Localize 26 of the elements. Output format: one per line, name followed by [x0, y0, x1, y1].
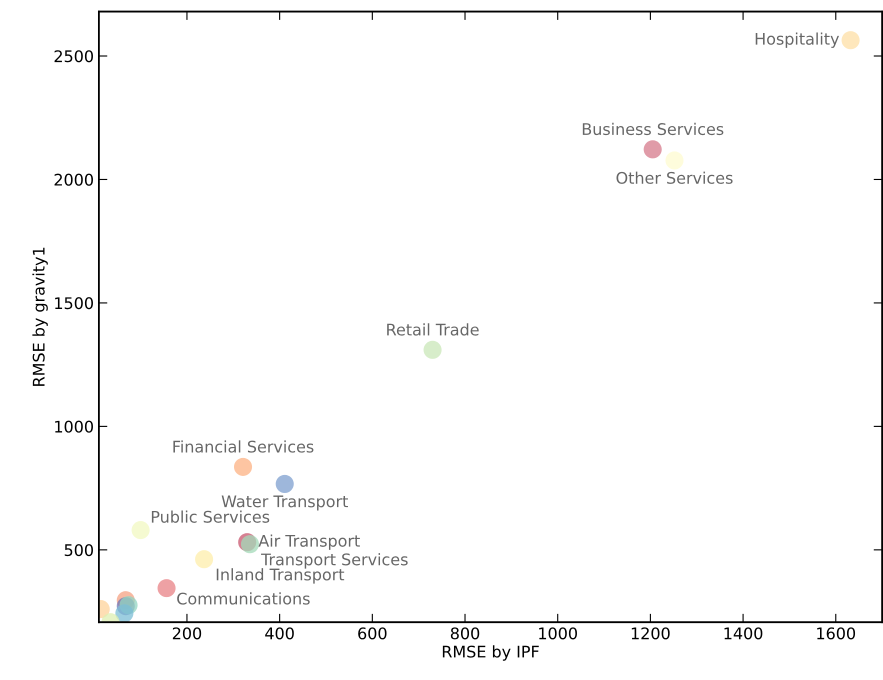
- x-tick-label: 1000: [539, 627, 577, 640]
- annotation: Water Transport: [222, 496, 348, 510]
- x-tick-label: 600: [358, 627, 387, 640]
- x-axis-title: RMSE by IPF: [442, 645, 539, 661]
- x-tick-label: 400: [265, 627, 294, 640]
- annotation: Financial Services: [173, 440, 314, 453]
- x-tick-label: 1400: [724, 627, 762, 640]
- x-tick-label: 200: [172, 627, 202, 640]
- annotation: Retail Trade: [387, 323, 479, 336]
- x-tick-label: 1200: [632, 627, 670, 640]
- annotation: Inland Transport: [216, 568, 344, 584]
- y-tick-label: 500: [64, 544, 93, 556]
- annotation: Business Services: [582, 122, 724, 136]
- annotation: Transport Services: [261, 553, 408, 569]
- y-tick-label: 1500: [55, 297, 93, 310]
- y-tick-label: 2500: [54, 50, 93, 62]
- y-tick-label: 1000: [55, 420, 93, 433]
- x-tick-label: 1600: [817, 627, 856, 640]
- y-tick-label: 2000: [54, 174, 93, 186]
- annotation: Hospitality: [756, 32, 840, 48]
- y-axis-title: RMSE by gravity1: [32, 248, 48, 386]
- annotation: Air Transport: [258, 534, 360, 550]
- annotation: Other Services: [616, 172, 733, 184]
- annotation: Communications: [177, 592, 310, 605]
- x-tick-label: 800: [450, 627, 480, 640]
- annotation: Public Services: [152, 510, 270, 523]
